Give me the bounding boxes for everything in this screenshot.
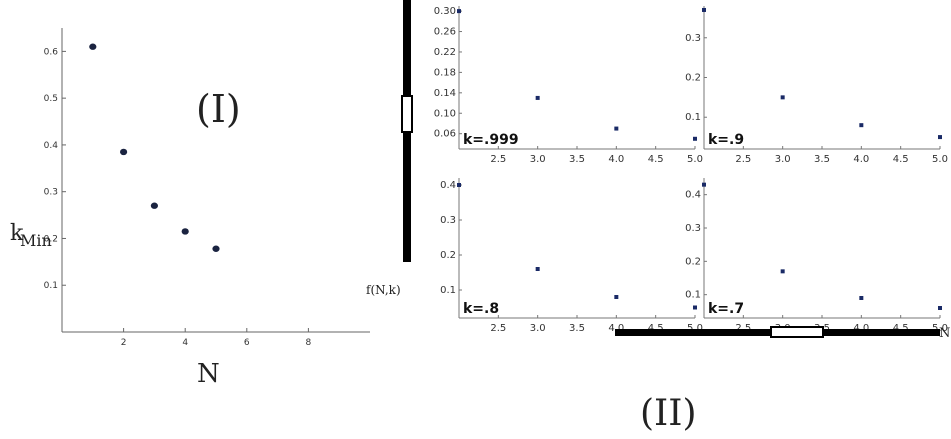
chart-I-x-axis-label: N bbox=[197, 359, 220, 389]
panel-x-tick-label: 4.0 bbox=[853, 323, 869, 334]
panel-x-tick-label: 4.5 bbox=[893, 154, 909, 165]
panel-y-tick-label: 0.2 bbox=[685, 73, 701, 84]
chart-I-data-point bbox=[120, 148, 128, 156]
panel-data-point bbox=[859, 123, 864, 128]
panel-y-tick-label: 0.3 bbox=[685, 223, 701, 234]
panel-data-point bbox=[693, 136, 697, 141]
panel-data-point bbox=[614, 295, 619, 299]
panel-y-tick-label: 0.1 bbox=[685, 112, 701, 123]
panel-x-tick-label: 5.0 bbox=[687, 323, 703, 334]
panel-x-tick-label: 2.5 bbox=[735, 154, 751, 165]
panel-x-tick-label: 3.5 bbox=[569, 323, 585, 334]
chart-II-vertical-slider bbox=[401, 0, 413, 262]
chart-I: 2 4 6 8 0.1 0.2 0.3 0.4 0.5 0.6 (I) N k Min bbox=[10, 28, 370, 389]
panel-y-tick-label: 0.1 bbox=[685, 290, 701, 301]
panel-x-tick-label: 4.5 bbox=[648, 323, 664, 334]
panel-data-point bbox=[457, 9, 461, 14]
panel-x-tick-label: 2.5 bbox=[490, 323, 506, 334]
panel-x-tick-label: 4.0 bbox=[608, 154, 624, 165]
slider-thumb-horizontal bbox=[770, 326, 824, 338]
panel-data-point bbox=[693, 305, 697, 310]
panel-y-tick-label: 0.26 bbox=[434, 27, 456, 38]
chart-I-y-tick-label: 0.1 bbox=[44, 281, 58, 291]
chart-I-x-tick-label: 8 bbox=[306, 338, 312, 348]
panel-x-tick-label: 5.0 bbox=[932, 154, 948, 165]
chart-II-panel: 2.5 3.0 3.5 4.0 4.5 5.0 0.06 0.10 0.14 0.18 0.22 0.… bbox=[434, 6, 703, 165]
chart-I-y-axis-label-main: k bbox=[10, 221, 24, 246]
panel-y-tick-label: 0.3 bbox=[685, 33, 701, 44]
panel-x-tick-label: 5.0 bbox=[687, 154, 703, 165]
panel-x-tick-label: 2.5 bbox=[735, 323, 751, 334]
panel-k-label: k=.999 bbox=[463, 132, 519, 148]
chart-I-y-tick-label: 0.2 bbox=[44, 234, 58, 244]
panel-k-label: k=.8 bbox=[463, 301, 499, 317]
panel-x-tick-label: 3.5 bbox=[569, 154, 585, 165]
chart-I-y-tick-label: 0.5 bbox=[44, 94, 58, 104]
chart-II-panel: 2.5 3.0 3.5 4.0 4.5 5.0 0.1 0.2 0.3 k=.9 bbox=[685, 6, 948, 165]
panel-y-tick-label: 0.10 bbox=[434, 108, 456, 119]
chart-I-x-tick-label: 4 bbox=[182, 338, 188, 348]
chart-I-y-axis-label-sub: Min bbox=[20, 231, 52, 250]
chart-I-data-point bbox=[181, 228, 189, 235]
panel-x-tick-label: 3.5 bbox=[814, 154, 830, 165]
panel-y-tick-label: 0.3 bbox=[440, 215, 456, 226]
panel-data-point bbox=[938, 135, 942, 140]
panel-y-tick-label: 0.1 bbox=[440, 285, 456, 296]
chart-I-data-point bbox=[212, 245, 220, 252]
panel-data-point bbox=[702, 7, 706, 12]
chart-I-x-tick-label: 2 bbox=[121, 338, 127, 348]
panel-x-tick-label: 4.0 bbox=[853, 154, 869, 165]
panel-y-tick-label: 0.14 bbox=[434, 88, 456, 99]
panel-x-tick-label: 4.5 bbox=[893, 323, 909, 334]
panel-y-tick-label: 0.06 bbox=[434, 129, 456, 140]
chart-II-x-axis-label: N bbox=[939, 326, 950, 341]
panel-y-tick-label: 0.18 bbox=[434, 67, 456, 78]
panel-x-tick-label: 5.0 bbox=[932, 323, 948, 334]
panel-y-tick-label: 0.2 bbox=[685, 256, 701, 267]
chart-II-horizontal-slider bbox=[615, 326, 940, 338]
panel-y-tick-label: 0.22 bbox=[434, 47, 456, 58]
panel-data-point bbox=[457, 183, 461, 187]
panel-data-point bbox=[535, 267, 540, 271]
panel-y-tick-label: 0.2 bbox=[440, 250, 456, 261]
panel-x-tick-label: 2.5 bbox=[490, 154, 506, 165]
chart-I-y-tick-label: 0.6 bbox=[44, 47, 59, 57]
panel-k-label: k=.7 bbox=[708, 301, 744, 317]
panel-x-tick-label: 4.5 bbox=[648, 154, 664, 165]
slider-thumb-vertical bbox=[401, 95, 413, 133]
panel-y-tick-label: 0.4 bbox=[685, 190, 701, 201]
chart-I-data-point bbox=[89, 43, 97, 50]
panel-data-point bbox=[938, 306, 942, 310]
chart-II-panel: 2.53.03.54.04.55.00.10.20.30.4k=.7 bbox=[685, 178, 948, 334]
panel-data-point bbox=[702, 182, 706, 187]
chart-I-x-tick-label: 6 bbox=[244, 338, 250, 348]
panel-data-point bbox=[614, 126, 619, 131]
panel-data-point bbox=[859, 296, 864, 300]
panel-x-tick-label: 4.0 bbox=[608, 323, 624, 334]
panel-k-label: k=.9 bbox=[708, 132, 744, 148]
chart-I-y-tick-label: 0.3 bbox=[44, 188, 58, 198]
chart-II-y-axis-label: f(N,k) bbox=[366, 283, 401, 297]
panel-x-tick-label: 3.0 bbox=[530, 323, 546, 334]
chart-II-group-label: (II) bbox=[640, 393, 697, 434]
chart-I-panel-label: (I) bbox=[196, 87, 241, 131]
panel-data-point bbox=[535, 95, 540, 100]
chart-II-panel: 2.5 3.0 3.5 4.0 4.5 5.0 0.1 0.2 0.3 0.4 k=.8 bbox=[440, 178, 703, 334]
panel-data-point bbox=[780, 95, 785, 100]
panel-data-point bbox=[780, 269, 785, 274]
panel-x-tick-label: 3.0 bbox=[530, 154, 546, 165]
panel-y-tick-label: 0.4 bbox=[440, 180, 456, 191]
panel-y-tick-label: 0.30 bbox=[434, 6, 456, 17]
panel-x-tick-label: 3.0 bbox=[775, 154, 791, 165]
chart-I-data-point bbox=[150, 202, 158, 209]
chart-I-y-tick-label: 0.4 bbox=[44, 141, 59, 151]
